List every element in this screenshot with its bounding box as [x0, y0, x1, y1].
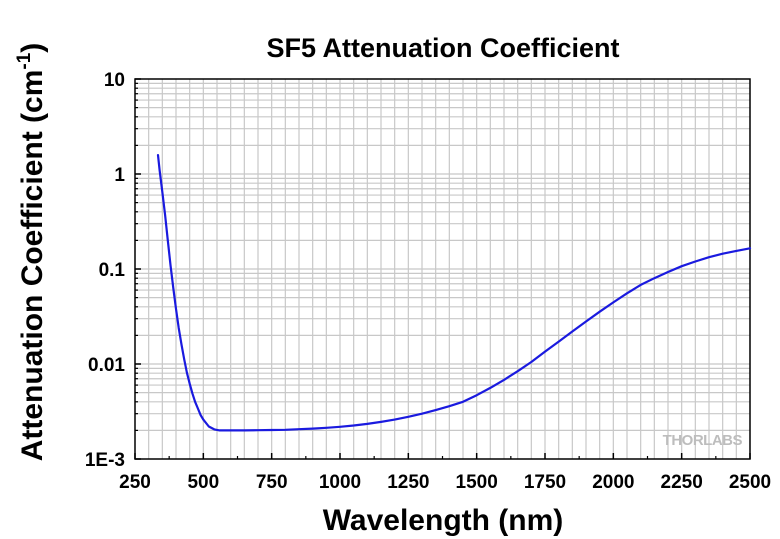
grid [135, 79, 750, 459]
x-tick-label: 1750 [524, 472, 566, 493]
x-tick-label: 500 [187, 472, 219, 493]
y-tick-label: 10 [104, 70, 125, 91]
x-tick-label: 750 [256, 472, 288, 493]
x-axis-ticks: 250 500 750 1000 1250 1500 1750 2000 2250 2500 [119, 453, 771, 493]
y-axis-label-suffix: ) [16, 43, 49, 53]
series-layer [156, 154, 752, 432]
y-axis-label: Attenuation Coefficient (cm-1) [14, 43, 49, 462]
y-axis-label-main: Attenuation Coefficient (cm [16, 70, 49, 462]
x-tick-label: 1250 [387, 472, 429, 493]
chart-title: SF5 Attenuation Coefficient [266, 33, 619, 63]
y-tick-label: 0.1 [99, 260, 126, 281]
x-tick-label: 2000 [592, 472, 634, 493]
x-axis-label: Wavelength (nm) [323, 504, 564, 537]
y-tick-label: 0.01 [88, 355, 125, 376]
y-axis-label-superscript: -1 [14, 52, 35, 69]
thorlabs-watermark: THORLABS [663, 432, 743, 449]
x-tick-label: 250 [119, 472, 151, 493]
x-tick-label: 1500 [456, 472, 498, 493]
y-tick-label: 1E-3 [85, 450, 125, 471]
series-line-0 [156, 154, 752, 432]
y-tick-label: 1 [114, 165, 125, 186]
y-axis-ticks: 1E-3 0.01 0.1 1 10 [85, 70, 141, 471]
x-tick-label: 2500 [729, 472, 771, 493]
x-tick-label: 2250 [661, 472, 703, 493]
x-tick-label: 1000 [319, 472, 361, 493]
